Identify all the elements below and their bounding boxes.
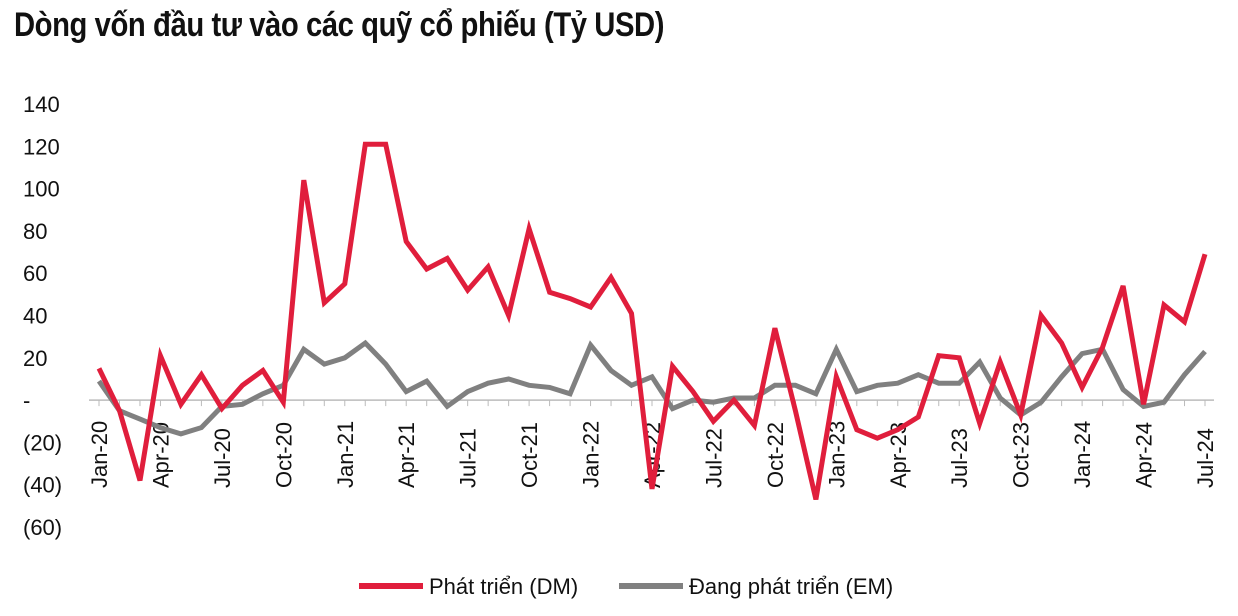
- y-tick-label: 80: [23, 219, 47, 244]
- y-tick-label: -: [23, 388, 30, 413]
- y-tick-label: (60): [23, 515, 62, 540]
- series-em: [96, 339, 1207, 437]
- x-tick-label: Jan-21: [333, 421, 358, 488]
- x-tick-label: Jan-22: [579, 421, 604, 488]
- y-tick-label: 100: [23, 177, 60, 202]
- series-layer: [96, 141, 1208, 501]
- x-tick-label: Jul-24: [1193, 428, 1218, 488]
- x-tick-label: Jul-22: [701, 428, 726, 488]
- legend-item: Phát triển (DM): [359, 574, 578, 599]
- x-axis-ticks: Jan-20 Apr-20 Jul-20 Oct-20 Jan-21 Apr-21 Jul-…: [87, 400, 1218, 488]
- x-tick-label: Oct-20: [271, 422, 296, 488]
- x-tick-label: Oct-21: [517, 422, 542, 488]
- y-tick-label: 40: [23, 304, 47, 329]
- y-tick-label: (40): [23, 473, 62, 498]
- y-tick-label: 20: [23, 346, 47, 371]
- y-tick-label: (20): [23, 430, 62, 455]
- y-tick-label: 60: [23, 261, 47, 286]
- y-tick-label: 120: [23, 134, 60, 159]
- x-tick-label: Jul-20: [210, 428, 235, 488]
- legend-label: Phát triển (DM): [429, 574, 578, 599]
- x-tick-label: Apr-20: [148, 422, 173, 488]
- x-tick-label: Apr-21: [394, 422, 419, 488]
- x-tick-label: Jul-21: [456, 428, 481, 488]
- x-tick-label: Oct-23: [1009, 422, 1034, 488]
- legend-label: Đang phát triển (EM): [689, 574, 893, 599]
- x-tick-label: Oct-22: [763, 422, 788, 488]
- y-tick-label: 140: [23, 92, 60, 117]
- legend-item: Đang phát triển (EM): [619, 574, 893, 599]
- series-line: [96, 339, 1207, 437]
- chart-title: Dòng vốn đầu tư vào các quỹ cổ phiếu (Tỷ…: [14, 6, 665, 44]
- series-dm: [96, 141, 1208, 501]
- x-tick-label: Jan-24: [1070, 421, 1095, 488]
- legend: Phát triển (DM) Đang phát triển (EM): [359, 574, 893, 599]
- y-axis-ticks: 140 120 100 80 60 40 20 - (20) (40) (60): [23, 92, 62, 540]
- x-tick-label: Apr-24: [1132, 422, 1157, 488]
- x-tick-label: Jul-23: [947, 428, 972, 488]
- x-tick-label: Jan-20: [87, 421, 112, 488]
